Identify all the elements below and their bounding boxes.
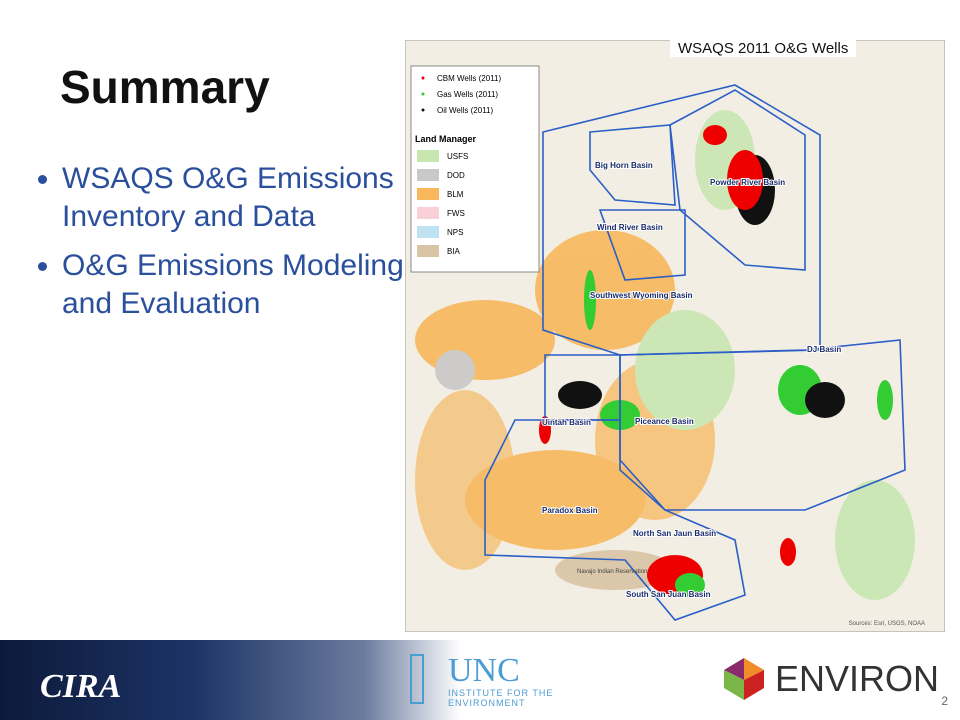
basin-label: Paradox Basin: [542, 506, 598, 515]
bullet-list: WSAQS O&G Emissions Inventory and Data O…: [30, 160, 432, 334]
legend-label: BIA: [447, 247, 461, 256]
map-title: WSAQS 2011 O&G Wells: [670, 40, 857, 57]
map-source: Sources: Esri, USGS, NOAA: [849, 621, 925, 627]
unc-logo: UNC: [448, 652, 520, 689]
bullet: WSAQS O&G Emissions Inventory and Data: [62, 160, 432, 235]
legend-marker: [421, 76, 425, 80]
basin-label: Wind River Basin: [597, 223, 663, 232]
basin-label: Piceance Basin: [635, 417, 694, 426]
legend-swatch: [417, 188, 439, 200]
basin-label: Southwest Wyoming Basin: [590, 291, 693, 300]
legend-marker: [421, 108, 425, 112]
basin-label: South San Juan Basin: [626, 590, 711, 599]
legend-label: Oil Wells (2011): [437, 106, 494, 115]
basin-label: North San Jaun Basin: [633, 529, 716, 538]
basin-label: Uintah Basin: [542, 418, 591, 427]
land-areas: [415, 110, 915, 600]
legend: CBM Wells (2011) Gas Wells (2011) Oil Well…: [410, 65, 540, 273]
cira-logo: CIRA: [40, 668, 122, 705]
legend-label: USFS: [447, 152, 468, 161]
legend-label: CBM Wells (2011): [437, 74, 502, 83]
basin-label: Big Horn Basin: [595, 161, 653, 170]
legend-label: Gas Wells (2011): [437, 90, 498, 99]
basin-label: Powder River Basin: [710, 178, 785, 187]
legend-label: BLM: [447, 190, 464, 199]
legend-marker: [421, 92, 425, 96]
footer: CIRA UNC INSTITUTE FOR THE ENVIRONMENT E…: [0, 640, 960, 720]
slide-title: Summary: [60, 61, 270, 113]
bullet: O&G Emissions Modeling and Evaluation: [62, 247, 432, 322]
environ-mark: [724, 658, 764, 700]
legend-swatch: [417, 150, 439, 162]
wells: [539, 125, 893, 597]
legend-swatch: [417, 226, 439, 238]
legend-swatch: [417, 245, 439, 257]
page-number: 2: [941, 694, 948, 708]
legend-heading: Land Manager: [415, 134, 477, 144]
unc-subtitle: INSTITUTE FOR THE ENVIRONMENT: [448, 688, 554, 708]
legend-label: DOD: [447, 171, 465, 180]
legend-swatch: [417, 207, 439, 219]
basin-label: DJ Basin: [807, 345, 841, 354]
reservation-label: Navajo Indian Reservation: [577, 569, 647, 575]
unc-mark: [410, 654, 424, 704]
environ-logo: ENVIRON: [775, 658, 940, 699]
legend-label: FWS: [447, 209, 465, 218]
legend-label: NPS: [447, 228, 463, 237]
basin-boundaries: [484, 84, 906, 621]
map: CBM Wells (2011) Gas Wells (2011) Oil Well…: [405, 40, 945, 632]
legend-swatch: [417, 169, 439, 181]
